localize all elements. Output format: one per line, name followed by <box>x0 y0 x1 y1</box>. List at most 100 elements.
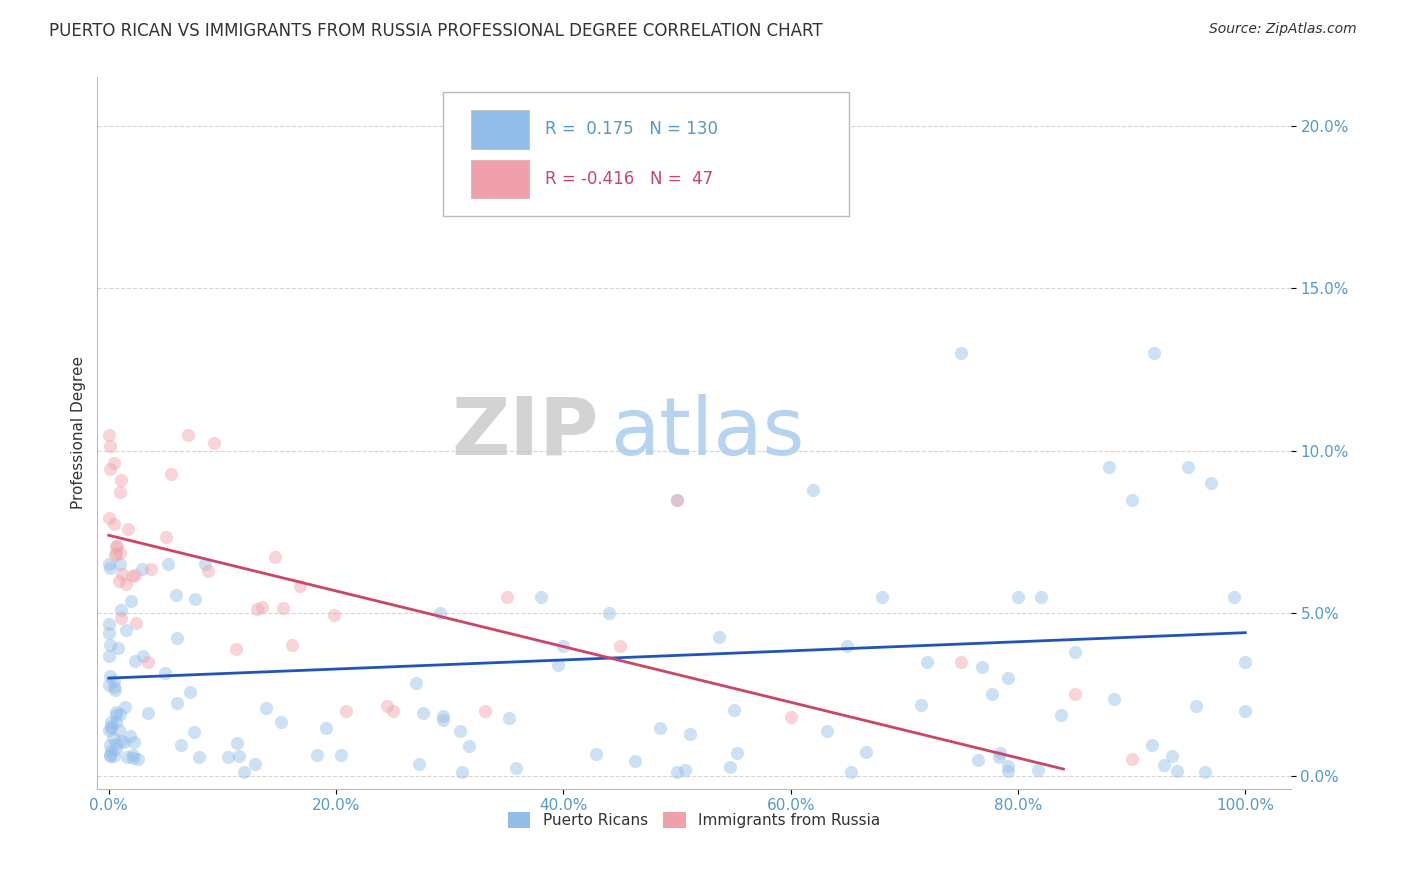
Text: Source: ZipAtlas.com: Source: ZipAtlas.com <box>1209 22 1357 37</box>
Point <box>529 590 551 604</box>
Point <box>271 600 294 615</box>
Point <box>988 747 1011 761</box>
Point <box>97 649 120 664</box>
Point <box>474 704 496 718</box>
Point <box>232 765 254 780</box>
Point <box>97 427 120 442</box>
Point <box>170 738 193 752</box>
Point <box>1161 748 1184 763</box>
Y-axis label: Professional Degree: Professional Degree <box>72 357 86 509</box>
Point <box>967 753 990 767</box>
Point <box>98 561 121 575</box>
Text: ZIP: ZIP <box>451 394 599 472</box>
Point <box>132 648 155 663</box>
Point <box>429 606 451 620</box>
Point <box>315 721 337 735</box>
Point <box>121 568 143 582</box>
Point <box>98 738 121 752</box>
Point <box>270 714 292 729</box>
Point <box>624 754 647 768</box>
Point <box>188 749 211 764</box>
Point <box>136 655 159 669</box>
Point <box>665 764 688 779</box>
Point <box>330 748 353 763</box>
Point <box>839 764 862 779</box>
Point <box>950 655 973 669</box>
Point <box>505 761 527 775</box>
Point <box>127 752 149 766</box>
Point <box>1121 492 1143 507</box>
Point <box>115 577 138 591</box>
Point <box>1142 739 1164 753</box>
Point <box>98 669 121 683</box>
Point <box>108 723 131 738</box>
Point <box>997 671 1019 685</box>
Point <box>1153 758 1175 772</box>
Point <box>412 706 434 721</box>
Point <box>103 748 125 763</box>
Point <box>217 750 239 764</box>
Point <box>449 724 471 739</box>
Point <box>665 492 688 507</box>
Point <box>108 574 131 588</box>
Point <box>197 564 219 578</box>
Point <box>650 721 672 735</box>
Point <box>1223 590 1246 604</box>
Point <box>110 734 132 748</box>
Point <box>105 708 128 723</box>
Point <box>547 657 569 672</box>
Point <box>114 699 136 714</box>
Point <box>105 539 128 553</box>
Point <box>432 709 454 723</box>
Point <box>108 484 131 499</box>
Point <box>104 714 127 729</box>
Point <box>288 579 311 593</box>
Point <box>988 750 1011 764</box>
Point <box>837 639 859 653</box>
Point <box>103 516 125 531</box>
Point <box>97 511 120 525</box>
Point <box>1121 752 1143 766</box>
Point <box>718 760 741 774</box>
Point <box>281 638 304 652</box>
Point <box>98 626 121 640</box>
Point <box>709 630 731 644</box>
Point <box>100 715 122 730</box>
Point <box>117 522 139 536</box>
Point <box>156 558 179 572</box>
Point <box>110 473 132 487</box>
Point <box>166 631 188 645</box>
Point <box>228 749 250 764</box>
Point <box>915 655 938 669</box>
Point <box>139 562 162 576</box>
Point <box>870 590 893 604</box>
Point <box>194 558 217 572</box>
Text: R = -0.416   N =  47: R = -0.416 N = 47 <box>546 170 713 188</box>
Point <box>1063 645 1085 659</box>
Point <box>98 747 121 762</box>
Point <box>202 436 225 450</box>
Point <box>432 713 454 727</box>
Point <box>121 748 143 763</box>
Point <box>1026 763 1049 777</box>
Point <box>118 729 141 743</box>
Point <box>183 725 205 739</box>
Point <box>103 674 125 689</box>
Point <box>1184 699 1206 714</box>
Point <box>382 704 405 718</box>
Point <box>177 427 200 442</box>
Point <box>723 703 745 717</box>
Point <box>103 681 125 695</box>
Point <box>1104 692 1126 706</box>
FancyBboxPatch shape <box>471 160 529 198</box>
Point <box>100 718 122 732</box>
Point <box>997 764 1019 779</box>
Point <box>981 687 1004 701</box>
Point <box>115 623 138 637</box>
Point <box>609 639 631 653</box>
Point <box>165 588 187 602</box>
Point <box>495 590 517 604</box>
Point <box>226 737 249 751</box>
Point <box>98 617 121 632</box>
Text: PUERTO RICAN VS IMMIGRANTS FROM RUSSIA PROFESSIONAL DEGREE CORRELATION CHART: PUERTO RICAN VS IMMIGRANTS FROM RUSSIA P… <box>49 22 823 40</box>
